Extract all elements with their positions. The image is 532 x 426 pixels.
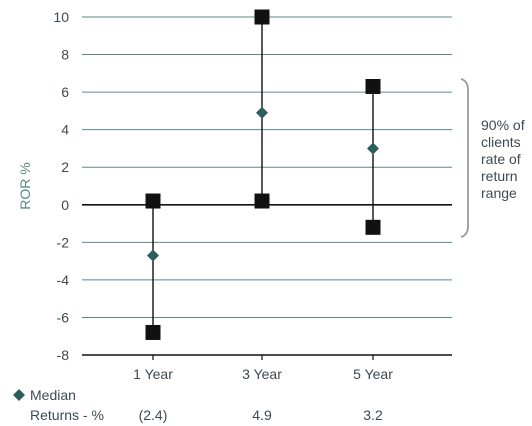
y-tick-label: -8 xyxy=(57,347,70,363)
y-tick-label: -2 xyxy=(57,234,70,250)
y-tick-label: -6 xyxy=(57,309,70,325)
median-value-label: 3.2 xyxy=(363,407,383,423)
range-markers xyxy=(145,9,381,340)
y-axis-title: ROR % xyxy=(17,162,33,209)
gridlines xyxy=(82,16,452,360)
y-tick-label: 4 xyxy=(61,122,69,138)
median-value-label: 4.9 xyxy=(252,407,272,423)
bracket-shape xyxy=(460,78,469,238)
x-category-label: 1 Year xyxy=(133,366,173,382)
bracket-note-line: return xyxy=(481,168,518,184)
y-tick-label: 6 xyxy=(61,84,69,100)
median-marker xyxy=(147,249,159,262)
bracket-note-line: 90% of xyxy=(481,117,525,133)
bracket-note-line: rate of xyxy=(481,151,521,167)
median-marker xyxy=(367,142,379,155)
bracket-note-line: range xyxy=(481,185,517,201)
x-category-labels: 1 Year 3 Year 5 Year xyxy=(133,366,393,382)
median-marker xyxy=(256,106,268,119)
high-marker xyxy=(365,78,381,94)
high-marker xyxy=(254,9,270,25)
low-marker xyxy=(145,324,161,340)
y-tick-label: 10 xyxy=(53,9,69,25)
median-legend: Median Returns - % xyxy=(13,387,104,423)
median-value-label: (2.4) xyxy=(139,407,168,423)
x-category-label: 5 Year xyxy=(353,366,393,382)
high-marker xyxy=(145,193,161,209)
median-legend-line2: Returns - % xyxy=(30,407,104,423)
y-tick-label: 8 xyxy=(61,47,69,63)
y-tick-label: -4 xyxy=(57,272,70,288)
y-tick-label: 2 xyxy=(61,159,69,175)
low-marker xyxy=(254,193,270,209)
range-bracket xyxy=(460,78,469,238)
median-value-labels: (2.4) 4.9 3.2 xyxy=(139,407,383,423)
range-lines xyxy=(152,17,374,333)
median-legend-icon xyxy=(13,389,25,401)
y-tick-label: 0 xyxy=(61,197,69,213)
median-markers xyxy=(147,106,379,262)
low-marker xyxy=(365,219,381,235)
y-tick-labels: -8 -6 -4 -2 0 2 4 6 8 10 xyxy=(53,9,69,363)
bracket-note-line: clients xyxy=(481,134,521,150)
x-category-label: 3 Year xyxy=(242,366,282,382)
median-legend-line1: Median xyxy=(30,387,76,403)
